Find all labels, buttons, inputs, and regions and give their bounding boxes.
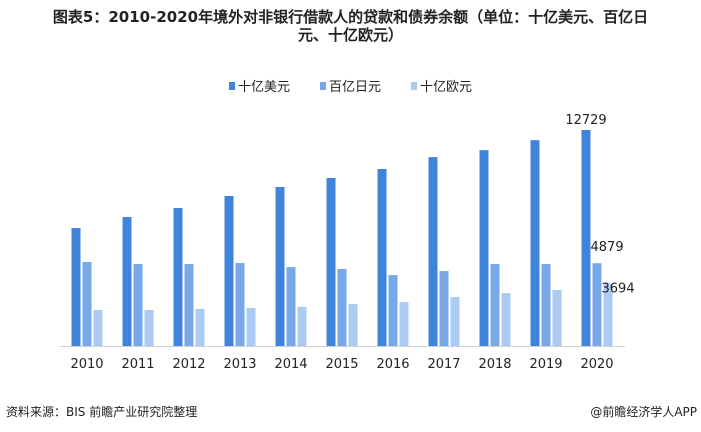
chart-legend: 十亿美元 百亿日元 十亿欧元: [0, 76, 701, 95]
bar-2010-series-2: [93, 310, 103, 346]
bar-2014-series-1: [286, 267, 296, 346]
bar-2018-series-0: [479, 150, 489, 346]
bar-2018-series-1: [490, 264, 500, 346]
bar-2020-series-2: [603, 283, 613, 346]
legend-swatch: [411, 81, 417, 90]
bar-2013-series-0: [224, 195, 234, 346]
data-label: 3694: [602, 281, 635, 296]
bar-2012-series-2: [195, 309, 205, 346]
chart-title-line2: 元、十亿欧元）: [297, 26, 403, 44]
bar-2017-series-1: [439, 270, 449, 346]
x-tick-label: 2018: [478, 357, 511, 372]
bar-2013-series-1: [235, 263, 245, 346]
bar-2015-series-2: [348, 304, 358, 346]
x-tick-label: 2012: [172, 357, 205, 372]
bar-2013-series-2: [246, 307, 256, 346]
x-tick-label: 2010: [70, 357, 103, 372]
x-tick-label: 2017: [427, 357, 460, 372]
bar-2012-series-1: [184, 264, 194, 346]
data-label: 4879: [591, 240, 624, 255]
bar-2020-series-1: [592, 263, 602, 346]
legend-item-eur: 十亿欧元: [411, 76, 472, 95]
bar-2011-series-0: [122, 217, 132, 346]
legend-label: 百亿日元: [328, 80, 381, 95]
bar-2016-series-1: [388, 275, 398, 346]
legend-label: 十亿美元: [237, 80, 290, 95]
bar-2016-series-0: [377, 169, 387, 346]
bar-2011-series-2: [144, 310, 154, 346]
bar-2010-series-0: [71, 228, 81, 346]
bar-2019-series-1: [541, 264, 551, 346]
x-tick-label: 2011: [121, 357, 154, 372]
bar-2019-series-0: [530, 140, 540, 346]
brand-note: @前瞻经济学人APP: [590, 405, 697, 419]
source-note: 资料来源：BIS 前瞻产业研究院整理: [6, 405, 198, 419]
chart-title-line1: 图表5：2010-2020年境外对非银行借款人的贷款和债券余额（单位：十亿美元、…: [52, 8, 649, 26]
x-tick-label: 2019: [529, 357, 562, 372]
x-tick-label: 2013: [223, 357, 256, 372]
bar-2016-series-2: [399, 302, 409, 346]
legend-swatch: [319, 81, 326, 90]
bar-2019-series-2: [552, 290, 562, 346]
bar-2011-series-1: [133, 264, 143, 346]
legend-item-usd: 十亿美元: [228, 76, 290, 95]
legend-swatch: [228, 81, 235, 90]
bar-2014-series-2: [297, 306, 307, 346]
bar-2017-series-2: [450, 296, 460, 346]
x-tick-label: 2020: [580, 357, 613, 372]
bar-2017-series-0: [428, 157, 438, 346]
chart-title: 图表5：2010-2020年境外对非银行借款人的贷款和债券余额（单位：十亿美元、…: [0, 8, 701, 44]
bar-2012-series-0: [173, 208, 183, 346]
bar-2015-series-0: [326, 178, 336, 346]
x-tick-label: 2015: [325, 357, 358, 372]
legend-label: 十亿欧元: [420, 80, 473, 95]
data-label: 12729: [565, 113, 606, 128]
bar-2010-series-1: [82, 262, 92, 346]
x-tick-label: 2014: [274, 357, 307, 372]
bar-2014-series-0: [275, 186, 285, 346]
bar-2015-series-1: [337, 268, 347, 346]
legend-item-jpy: 百亿日元: [319, 76, 381, 95]
x-tick-label: 2016: [376, 357, 409, 372]
bar-2018-series-2: [501, 293, 511, 346]
bar-2020-series-0: [581, 130, 591, 346]
